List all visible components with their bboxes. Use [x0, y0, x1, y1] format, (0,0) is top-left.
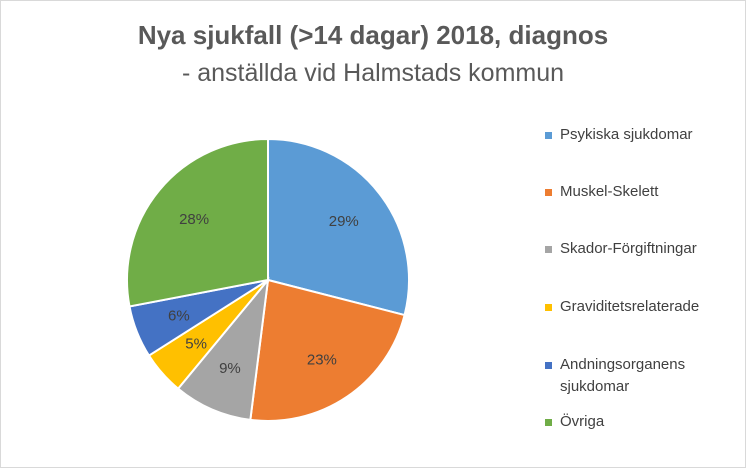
- legend-label: Övriga: [560, 413, 605, 430]
- chart-title: Nya sjukfall (>14 dagar) 2018, diagnos: [137, 20, 609, 50]
- legend-label: Skador-Förgiftningar: [560, 240, 697, 257]
- legend-swatch: [545, 132, 552, 139]
- pie-slice: [126, 137, 269, 308]
- legend-swatch: [545, 419, 552, 426]
- legend-label: Psykiska sjukdomar: [560, 126, 693, 143]
- legend-swatch: [545, 362, 552, 369]
- data-label: 23%: [307, 351, 337, 368]
- data-label: 29%: [329, 213, 359, 230]
- pie-slice: [267, 137, 410, 317]
- data-label: 6%: [168, 307, 190, 324]
- legend-swatch: [545, 189, 552, 196]
- pie-slice: [249, 278, 406, 422]
- legend-swatch: [545, 246, 552, 253]
- legend-swatch: [545, 304, 552, 311]
- data-label: 5%: [185, 335, 207, 352]
- data-label: 28%: [179, 211, 209, 228]
- chart-subtitle: - anställda vid Halmstads kommun: [181, 59, 565, 87]
- data-label: 9%: [219, 360, 241, 377]
- legend-label: Andningsorganens sjukdomar: [560, 356, 686, 395]
- legend-label: Muskel-Skelett: [560, 183, 659, 200]
- pie-slice: [176, 276, 270, 422]
- legend-label: Graviditetsrelaterade: [560, 298, 700, 315]
